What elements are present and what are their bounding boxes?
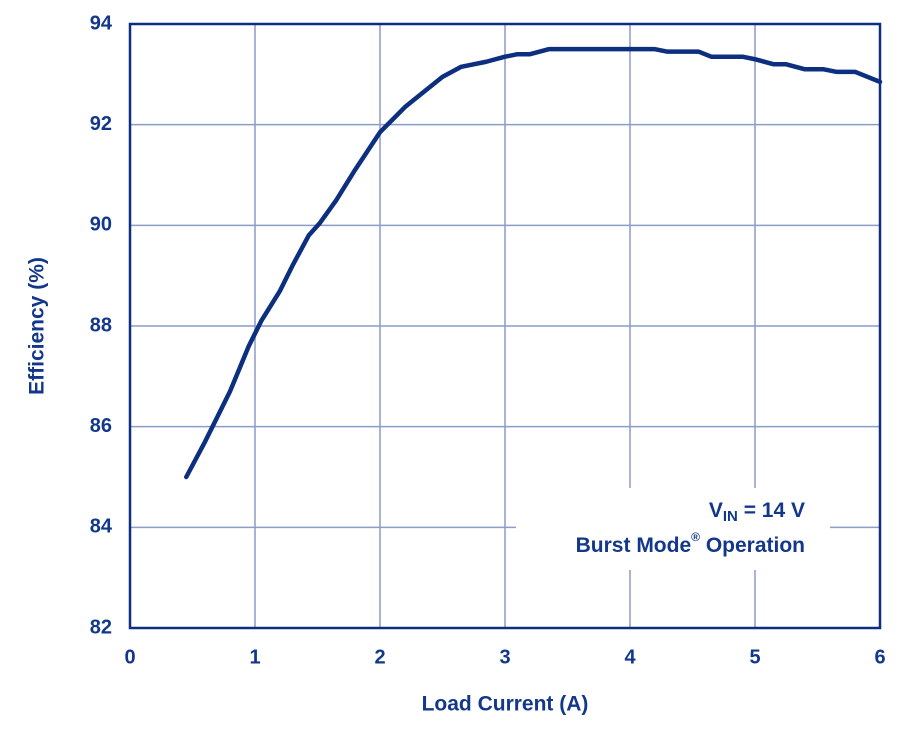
- annotation-subscript: IN: [723, 508, 738, 525]
- x-tick-label: 6: [874, 646, 885, 668]
- x-tick-label: 1: [249, 646, 260, 668]
- y-tick-label: 88: [90, 314, 112, 336]
- annotation-mode-suffix: Operation: [700, 534, 805, 557]
- y-tick-label: 90: [90, 214, 112, 236]
- annotation-line-1: VIN = 14 V: [709, 499, 805, 525]
- annotation-symbol: V: [709, 499, 723, 522]
- annotation-value: = 14 V: [738, 499, 805, 522]
- y-tick-label: 92: [90, 113, 112, 135]
- x-tick-label: 4: [624, 646, 636, 668]
- x-tick-label: 2: [374, 646, 385, 668]
- y-tick-label: 94: [90, 12, 113, 34]
- x-tick-label: 5: [749, 646, 760, 668]
- x-tick-label: 0: [124, 646, 135, 668]
- annotation-box: [516, 488, 830, 570]
- annotation-mark: ®: [691, 530, 700, 544]
- y-tick-label: 82: [90, 616, 112, 638]
- y-axis-label: Efficiency (%): [26, 257, 49, 395]
- grid: [128, 22, 882, 630]
- plot-frame: [128, 22, 882, 630]
- y-tick-label: 86: [90, 415, 112, 437]
- efficiency-line: [184, 46, 883, 480]
- x-tick-label: 3: [499, 646, 510, 668]
- y-tick-label: 84: [90, 516, 113, 538]
- x-axis-label: Load Current (A): [422, 693, 589, 716]
- annotation-mode: Burst Mode: [576, 534, 692, 557]
- annotation-line-2: Burst Mode® Operation: [576, 530, 805, 556]
